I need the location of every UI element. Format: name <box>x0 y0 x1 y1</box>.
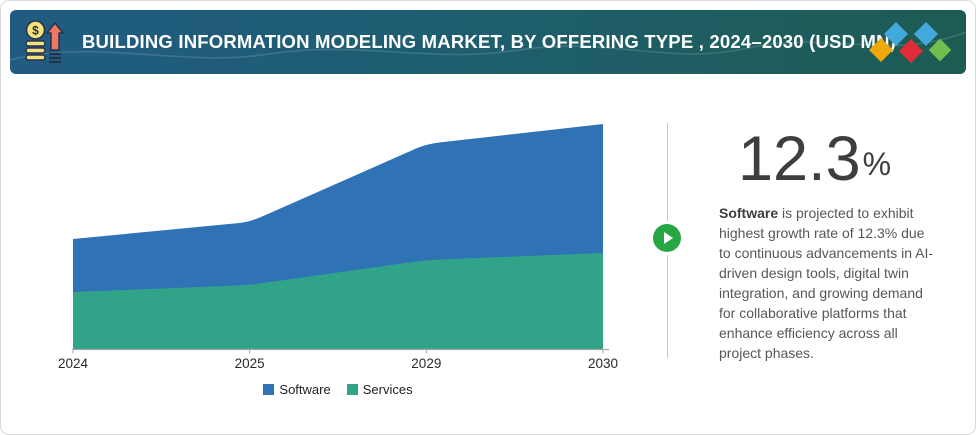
report-title: BUILDING INFORMATION MODELING MARKET, BY… <box>82 31 897 52</box>
legend-item-services: Services <box>346 382 413 397</box>
brand-diamonds-logo <box>868 21 952 64</box>
legend-item-software: Software <box>263 382 331 397</box>
stacked-area-chart: 2024 2025 2029 2030 <box>58 124 618 371</box>
x-axis-label: 2030 <box>588 356 618 371</box>
x-axis-label: 2024 <box>58 356 89 371</box>
play-button[interactable] <box>653 224 681 252</box>
legend-swatch <box>346 384 358 395</box>
services-area <box>73 253 603 349</box>
growth-rate-value: 12.3 <box>738 124 861 194</box>
legend-label: Software <box>279 382 331 397</box>
report-header: $ BUILDING INFORMATION MODELING MARKET, … <box>10 10 966 74</box>
chart-legend: Software Services <box>41 382 635 397</box>
play-icon <box>664 232 673 244</box>
growth-description-body: is projected to exhibit highest growth r… <box>719 205 934 361</box>
growth-description-lead: Software <box>719 205 779 221</box>
legend-label: Services <box>362 382 413 397</box>
growth-description: Software is projected to exhibit highest… <box>719 203 935 363</box>
legend-swatch <box>263 384 275 395</box>
x-axis-label: 2029 <box>411 356 441 371</box>
coins-growth-icon: $ <box>25 20 64 63</box>
growth-rate-unit: % <box>862 146 892 182</box>
growth-rate-stat: 12.3% <box>738 128 891 191</box>
coin-dollar-glyph: $ <box>32 24 39 38</box>
x-axis-label: 2025 <box>235 356 265 371</box>
